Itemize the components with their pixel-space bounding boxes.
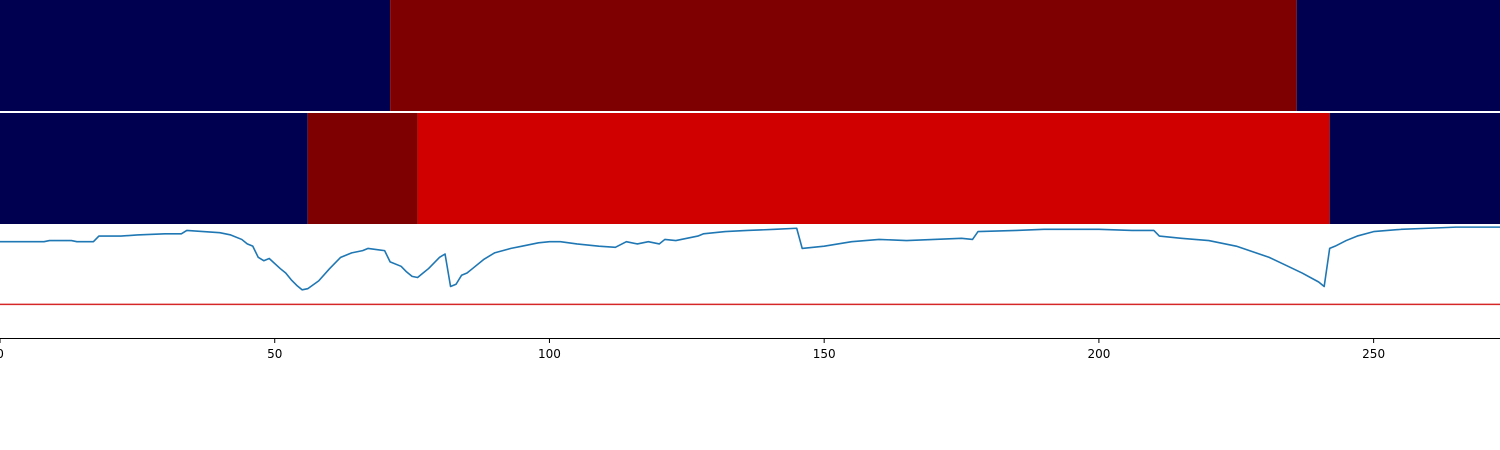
x-tick-label-200: 200 xyxy=(1087,347,1110,361)
x-tick-label-100: 100 xyxy=(538,347,561,361)
x-tick-label-250: 250 xyxy=(1362,347,1385,361)
x-tick-label-50: 50 xyxy=(267,347,282,361)
line-plot xyxy=(0,226,1500,339)
line-panel-background xyxy=(0,226,1500,338)
x-tick-label-150: 150 xyxy=(813,347,836,361)
band-2-segment-3 xyxy=(417,113,1330,224)
band-1-segment-1 xyxy=(0,0,391,111)
band-2-segment-1 xyxy=(0,113,308,224)
x-axis: 0 50 100 150 200 250 xyxy=(0,338,1385,361)
band-2-segment-2 xyxy=(307,113,418,224)
band-2-segment-4 xyxy=(1329,113,1500,224)
series-line xyxy=(0,226,1500,291)
band-1-segment-2 xyxy=(390,0,1297,111)
band-1-segment-3 xyxy=(1296,0,1500,111)
x-tick-label-0: 0 xyxy=(0,347,4,361)
color-bands xyxy=(0,0,1500,224)
band-separator xyxy=(0,111,1500,113)
